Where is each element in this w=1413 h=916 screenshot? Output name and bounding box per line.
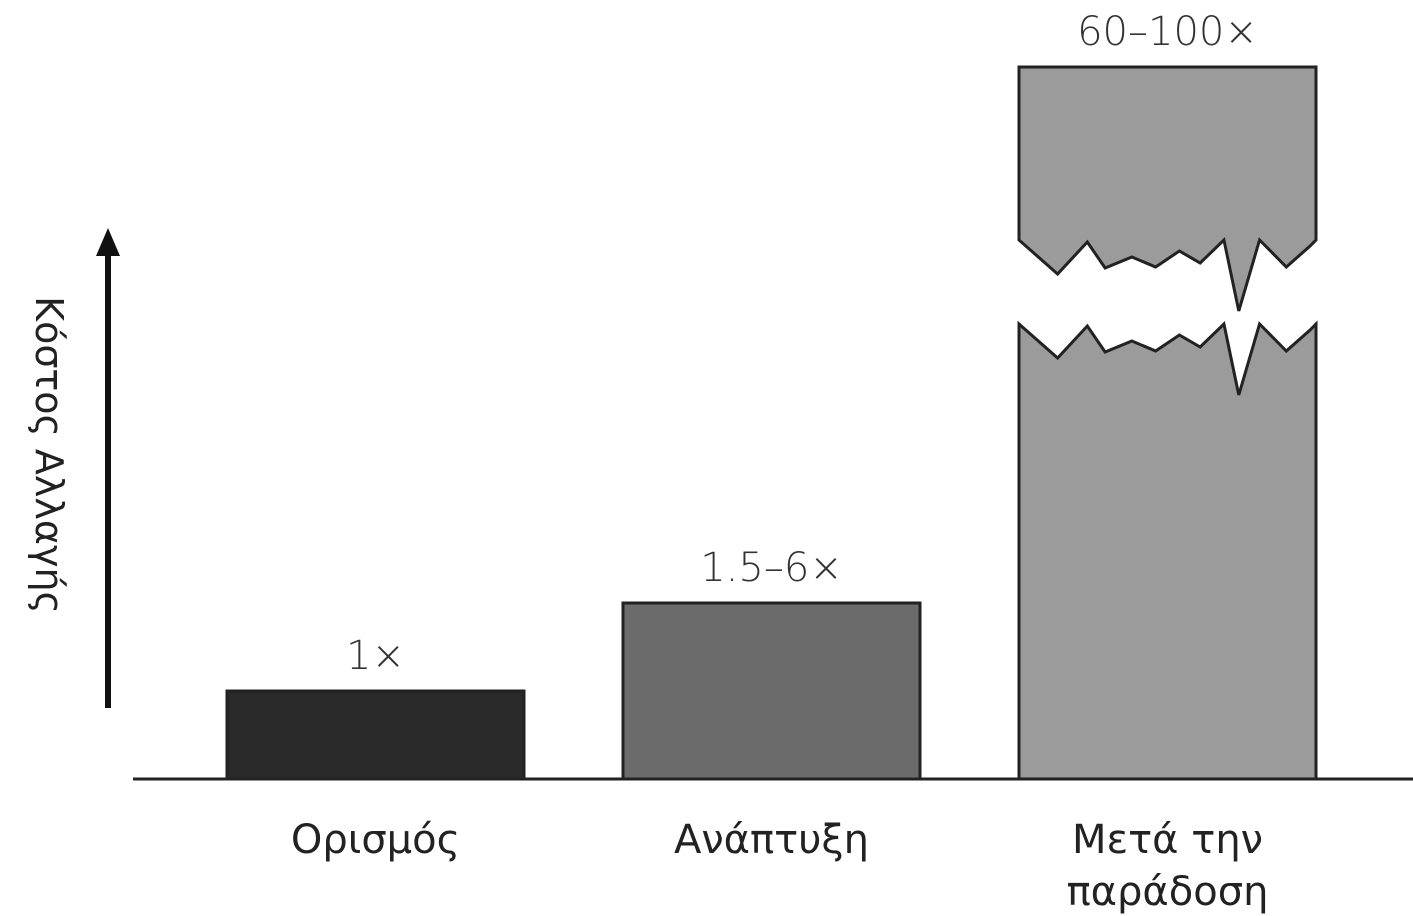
y-axis-arrowhead bbox=[96, 228, 120, 256]
bars-group: 1× 1.5–6× 60–100× bbox=[225, 9, 1318, 781]
bar-0 bbox=[225, 689, 526, 781]
category-labels-group: Ορισμός Ανάπτυξη Μετά την παράδοση bbox=[291, 817, 1269, 915]
bar-2-upper-segment bbox=[1017, 65, 1318, 312]
value-label-1: 1.5–6× bbox=[700, 545, 843, 591]
value-label-2: 60–100× bbox=[1077, 9, 1258, 55]
category-label-0: Ορισμός bbox=[291, 817, 460, 863]
value-label-0: 1× bbox=[346, 633, 405, 679]
category-label-2-line-0: Μετά την bbox=[1072, 817, 1263, 863]
bar-2-lower-segment bbox=[1017, 320, 1318, 781]
y-axis-title: Κόστος Αλλαγής bbox=[27, 296, 71, 614]
category-label-1: Ανάπτυξη bbox=[674, 817, 869, 863]
category-label-2-line-1: παράδοση bbox=[1067, 869, 1269, 915]
bar-1 bbox=[621, 601, 922, 781]
